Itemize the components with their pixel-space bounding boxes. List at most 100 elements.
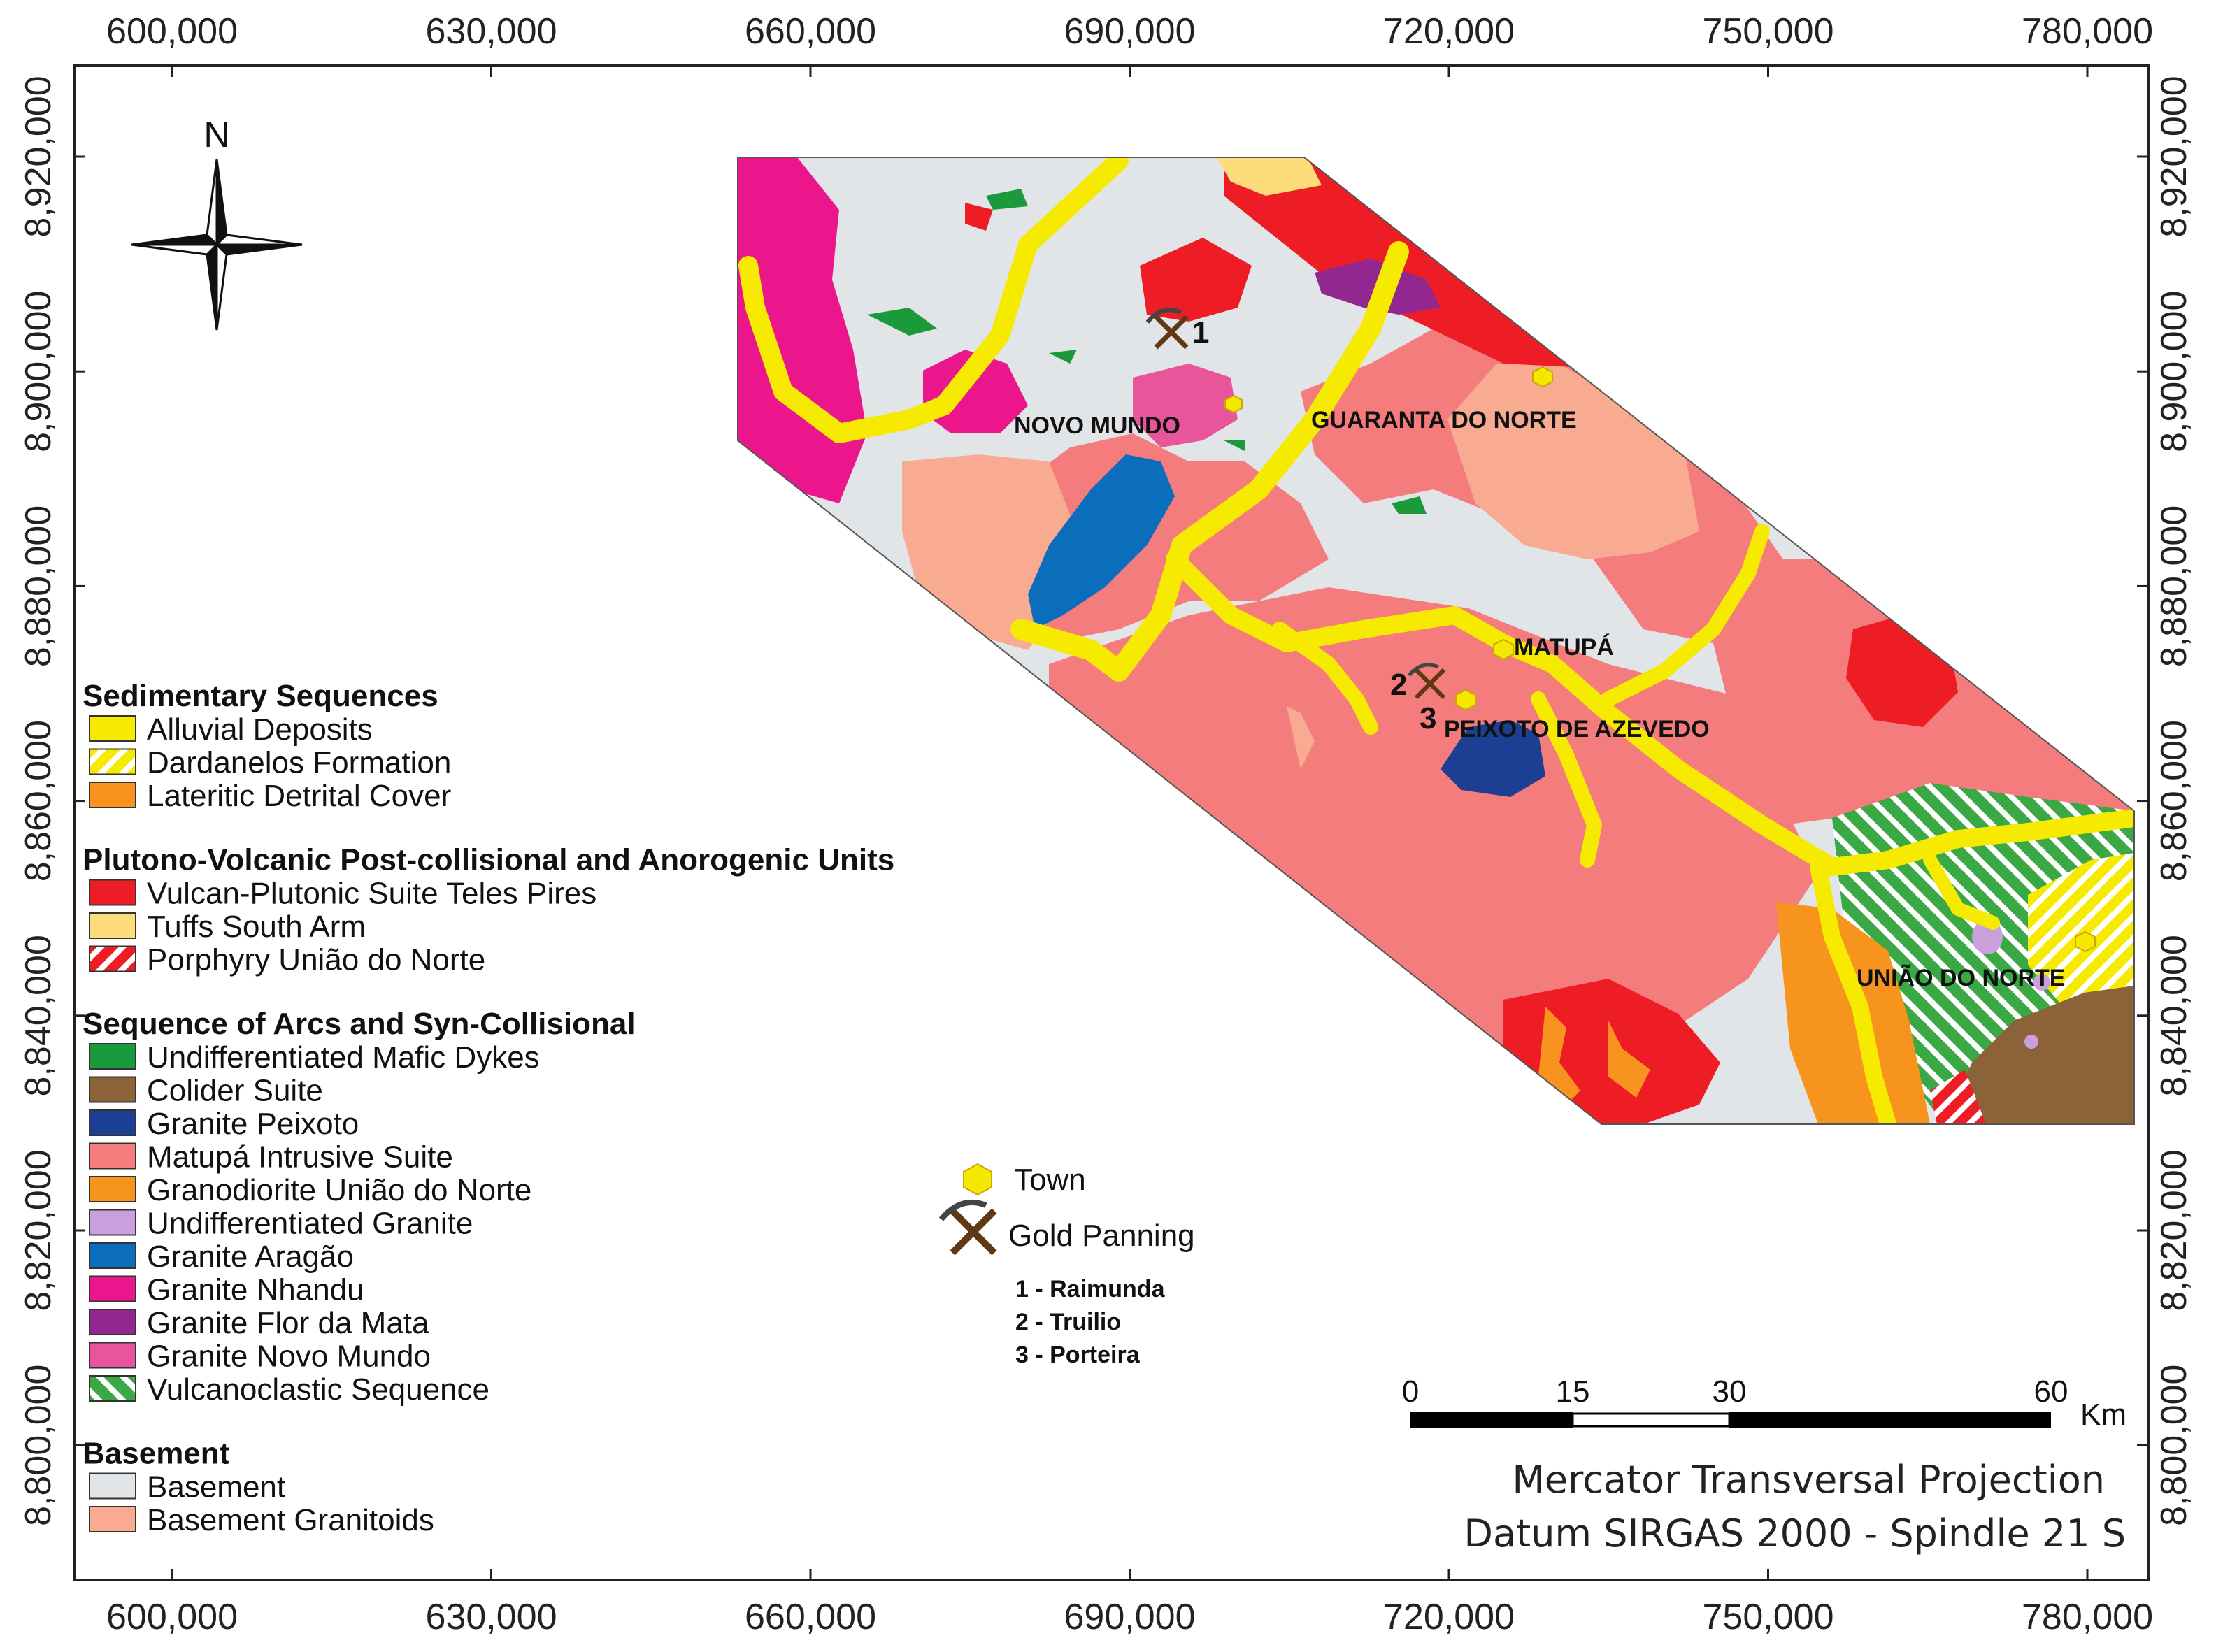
x-tick-label: 720,000 <box>1383 1597 1515 1637</box>
town-label: GUARANTA DO NORTE <box>1311 407 1577 433</box>
legend-item-label: Dardanelos Formation <box>147 746 451 780</box>
pickaxe-icon <box>1408 663 1446 700</box>
y-tick-label: 8,820,000 <box>2154 1149 2194 1311</box>
pickaxe-icon <box>1145 308 1189 350</box>
y-tick-label: 8,860,000 <box>18 720 59 882</box>
legend-item-label: Undifferentiated Granite <box>147 1207 473 1241</box>
north-label: N <box>203 115 230 155</box>
x-tick-label: 630,000 <box>426 11 557 52</box>
y-tick-label: 8,920,000 <box>18 76 59 237</box>
legend-item-label: Basement <box>147 1470 285 1504</box>
legend-item-label: Undifferentiated Mafic Dykes <box>147 1040 540 1075</box>
legend-swatch <box>89 1176 136 1202</box>
legend-group-title: Sequence of Arcs and Syn-Collisional <box>83 1007 636 1041</box>
y-tick-label: 8,880,000 <box>18 505 59 667</box>
legend-item-label: Lateritic Detrital Cover <box>147 779 451 813</box>
x-tick-label: 750,000 <box>1703 11 1834 52</box>
legend-item-label: Alluvial Deposits <box>147 712 373 747</box>
legend-swatch <box>89 879 136 906</box>
legend-item-label: Basement Granitoids <box>147 1503 434 1537</box>
legend-swatch <box>89 1242 136 1269</box>
y-tick-label: 8,840,000 <box>18 935 59 1096</box>
legend-item-label: Granite Aragão <box>147 1240 354 1274</box>
y-tick-label: 8,880,000 <box>2154 505 2194 667</box>
undifferentiated-granite-unit <box>1972 919 2050 1049</box>
town-icon <box>963 1163 992 1196</box>
granite-novo-mundo-unit <box>1133 364 1238 447</box>
y-tick-label: 8,920,000 <box>2154 76 2194 237</box>
x-tick-label: 780,000 <box>2022 1597 2153 1637</box>
x-tick-label: 690,000 <box>1064 11 1196 52</box>
pickaxe-icon <box>938 1200 997 1256</box>
town-markers <box>1224 366 2096 953</box>
scale-tick: 60 <box>2034 1374 2068 1409</box>
legend-swatch <box>89 782 136 808</box>
town-icon <box>1532 366 1553 388</box>
geology-layer <box>738 157 2134 1124</box>
gold-marker-label: 3 <box>1420 701 1436 735</box>
scale-bar: 0 15 30 60 Km <box>1402 1374 2126 1432</box>
matupa-intrusive-unit <box>1049 587 1818 1049</box>
town-label: MATUPÁ <box>1514 634 1614 661</box>
legend-swatch <box>89 1472 136 1500</box>
legend-swatch <box>89 1109 136 1136</box>
legend-item-label: Granite Peixoto <box>147 1107 359 1141</box>
y-tick-label: 8,800,000 <box>2154 1365 2194 1526</box>
x-tick-label: 660,000 <box>745 1597 876 1637</box>
study-area-outline <box>737 157 2135 1125</box>
x-tick-label: 600,000 <box>106 11 238 52</box>
y-tick-label: 8,860,000 <box>2154 720 2194 882</box>
legend-swatch <box>89 1043 136 1070</box>
legend-item-label: Matupá Intrusive Suite <box>147 1140 453 1175</box>
x-tick-label: 750,000 <box>1703 1597 1834 1637</box>
lateritic-cover-unit <box>1538 1007 1580 1105</box>
town-label: UNIÃO DO NORTE <box>1857 965 2065 991</box>
town-icon <box>1493 638 1514 661</box>
legend-swatch <box>89 1142 136 1170</box>
x-tick-label: 780,000 <box>2022 11 2153 52</box>
town-key-label: Town <box>1014 1163 1086 1197</box>
legend-swatch <box>89 1209 136 1236</box>
town-label: PEIXOTO DE AZEVEDO <box>1444 716 1710 742</box>
gold-key-label: Gold Panning <box>1008 1219 1195 1253</box>
gold-marker-label: 1 <box>1192 315 1209 350</box>
legend-swatch <box>89 945 136 972</box>
town-icon <box>1224 394 1243 414</box>
tuffs-south-arm-unit <box>1217 157 1322 196</box>
legend-swatch <box>89 1076 136 1103</box>
gold-site: 1 - Raimunda <box>1015 1276 1166 1302</box>
gold-site: 3 - Porteira <box>1015 1342 1141 1368</box>
colider-suite-unit <box>1944 986 2134 1124</box>
alluvial-deposits-unit <box>738 157 2134 1124</box>
town-icon <box>2075 931 2096 953</box>
teles-pires-unit <box>1140 238 1252 322</box>
x-tick-label: 630,000 <box>426 1597 557 1637</box>
legend-item-label: Granite Flor da Mata <box>147 1306 429 1340</box>
granite-peixoto-unit <box>1441 720 1545 797</box>
granite-nhandu-unit <box>738 157 867 503</box>
legend-item-label: Tuffs South Arm <box>147 910 366 944</box>
scale-unit: Km <box>2080 1398 2126 1432</box>
town-label: NOVO MUNDO <box>1014 412 1180 439</box>
x-tick-label: 690,000 <box>1064 1597 1196 1637</box>
legend-item-label: Vulcan-Plutonic Suite Teles Pires <box>147 877 596 911</box>
legend-item-label: Granodiorite União do Norte <box>147 1173 531 1207</box>
gold-site: 2 - Truilio <box>1015 1309 1121 1335</box>
y-tick-label: 8,900,000 <box>18 291 59 452</box>
x-tick-label: 600,000 <box>106 1597 238 1637</box>
legend-item-label: Colider Suite <box>147 1074 323 1108</box>
legend-swatch <box>89 748 136 775</box>
legend-item-label: Granite Nhandu <box>147 1273 364 1307</box>
legend-swatch <box>89 1506 136 1532</box>
granite-aragao-unit <box>1028 454 1175 629</box>
legend-swatch <box>89 1309 136 1335</box>
y-tick-label: 8,840,000 <box>2154 935 2194 1096</box>
y-tick-label: 8,900,000 <box>2154 291 2194 452</box>
legend-group-title: Basement <box>83 1437 230 1471</box>
scale-tick: 30 <box>1713 1374 1747 1409</box>
basement-granitoid-unit <box>1287 706 1315 769</box>
legend-item-label: Granite Novo Mundo <box>147 1339 431 1374</box>
dardanelos-unit <box>2028 853 2134 1007</box>
